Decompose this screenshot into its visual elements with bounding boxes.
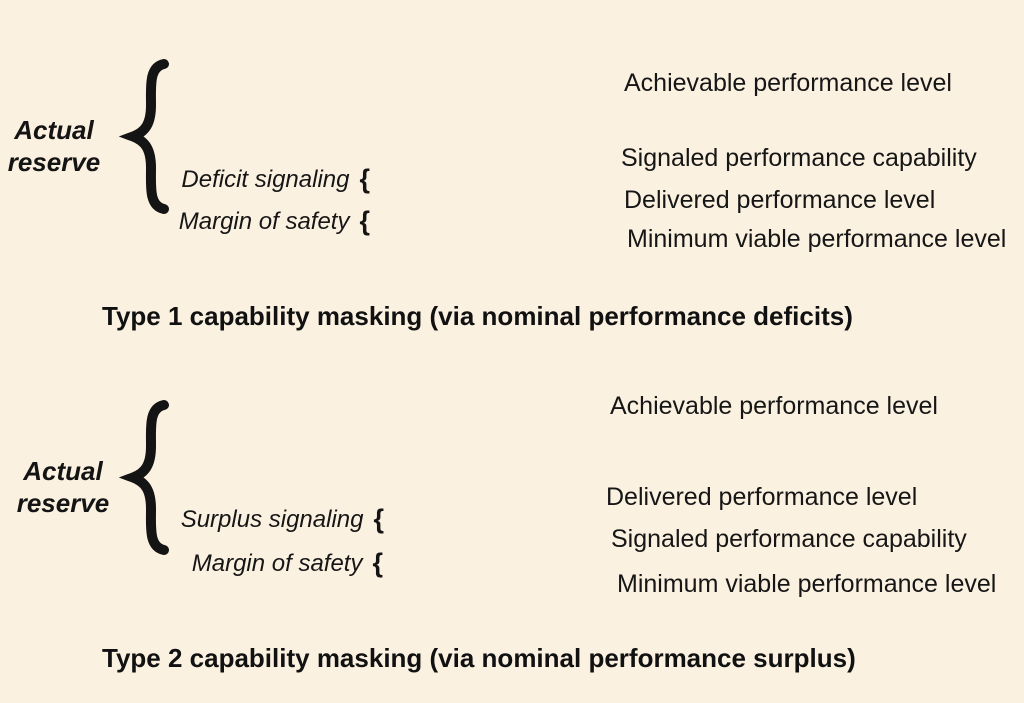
signaled-level-label: Signaled performance capability (611, 525, 967, 553)
curly-brace-icon (118, 400, 169, 555)
minimum-level-line (388, 236, 558, 242)
actual-reserve-line2: reserve (16, 488, 110, 518)
minimum-level-label: Minimum viable performance level (617, 570, 997, 598)
margin-of-safety-annotation: Margin of safety { (140, 548, 383, 578)
margin-of-safety-label: Margin of safety (191, 550, 363, 577)
small-brace-icon: { (359, 206, 370, 236)
delivered-level-line (390, 197, 560, 203)
small-brace-icon: { (359, 164, 370, 194)
delivered-level-label: Delivered performance level (624, 186, 936, 214)
actual-reserve-label: Actual reserve (0, 114, 108, 178)
type2-caption: Type 2 capability masking (via nominal p… (102, 643, 856, 673)
actual-reserve-line1: Actual (23, 456, 103, 486)
delivered-level-line (387, 498, 557, 504)
achievable-level-line (389, 402, 559, 408)
actual-reserve-line1: Actual (14, 115, 94, 145)
deficit-signaling-label: Deficit signaling (181, 166, 350, 193)
small-brace-icon: { (373, 504, 384, 534)
curly-brace-icon (118, 59, 169, 214)
signaled-level-line (390, 155, 560, 161)
achievable-level-label: Achievable performance level (624, 69, 952, 97)
deficit-signaling-annotation: Deficit signaling { (140, 164, 370, 194)
actual-reserve-label: Actual reserve (8, 455, 118, 519)
margin-of-safety-label: Margin of safety (178, 208, 350, 235)
type1-caption: Type 1 capability masking (via nominal p… (102, 301, 853, 331)
actual-reserve-line2: reserve (7, 147, 101, 177)
achievable-level-label: Achievable performance level (610, 392, 938, 420)
small-brace-icon: { (372, 548, 383, 578)
surplus-signaling-annotation: Surplus signaling { (140, 504, 384, 534)
signaled-level-line (387, 536, 557, 542)
minimum-level-line (387, 577, 557, 583)
signaled-level-label: Signaled performance capability (621, 144, 977, 172)
minimum-level-label: Minimum viable performance level (627, 225, 1007, 253)
surplus-signaling-label: Surplus signaling (180, 506, 364, 533)
margin-of-safety-annotation: Margin of safety { (140, 206, 370, 236)
delivered-level-label: Delivered performance level (606, 483, 918, 511)
achievable-level-line (389, 78, 559, 84)
